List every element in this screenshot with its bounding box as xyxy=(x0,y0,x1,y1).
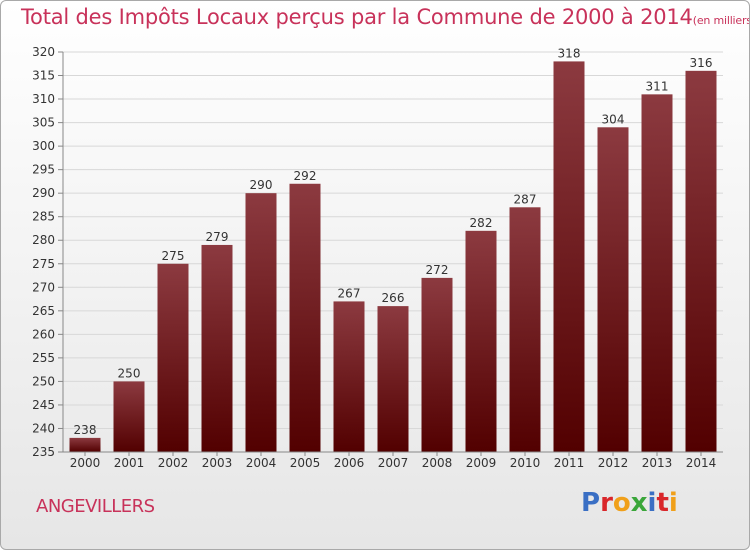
chart-unit: (en milliers d'€) xyxy=(692,14,750,27)
y-tick-label: 320 xyxy=(32,45,55,59)
data-label: 238 xyxy=(74,423,97,437)
logo-letter: o xyxy=(612,488,631,518)
bar xyxy=(289,183,321,452)
data-label: 275 xyxy=(162,249,185,263)
bar xyxy=(157,263,189,452)
y-tick-label: 295 xyxy=(32,163,55,177)
y-tick-label: 275 xyxy=(32,257,55,271)
y-tick-label: 290 xyxy=(32,186,55,200)
bar xyxy=(69,437,101,452)
x-tick-label: 2000 xyxy=(70,456,101,470)
data-label: 267 xyxy=(338,286,361,300)
logo-letter: x xyxy=(630,488,648,518)
data-label: 316 xyxy=(690,56,713,70)
x-tick-label: 2003 xyxy=(202,456,233,470)
y-tick-label: 245 xyxy=(32,398,55,412)
y-tick-label: 235 xyxy=(32,445,55,459)
x-tick-label: 2013 xyxy=(642,456,673,470)
bar xyxy=(553,61,585,452)
y-tick-label: 260 xyxy=(32,327,55,341)
y-tick-label: 270 xyxy=(32,280,55,294)
x-tick-label: 2007 xyxy=(378,456,409,470)
y-tick-label: 280 xyxy=(32,233,55,247)
y-tick-label: 285 xyxy=(32,210,55,224)
bar xyxy=(421,277,453,452)
bar xyxy=(509,207,541,452)
bar xyxy=(685,70,717,452)
bar xyxy=(245,193,277,453)
y-axis: 235 240 245 250 255 260 265 270 275 280 285 290 295 3… xyxy=(32,45,64,459)
data-label: 272 xyxy=(426,263,449,277)
proxiti-logo: Proxiti xyxy=(581,488,678,518)
logo-letter: P xyxy=(581,488,601,518)
data-label: 287 xyxy=(514,192,537,206)
y-tick-label: 305 xyxy=(32,116,55,130)
x-tick-label: 2005 xyxy=(290,456,321,470)
x-tick-label: 2008 xyxy=(422,456,453,470)
data-label: 318 xyxy=(558,46,581,60)
bar xyxy=(333,301,365,452)
y-tick-label: 265 xyxy=(32,304,55,318)
x-tick-label: 2001 xyxy=(114,456,145,470)
y-tick-label: 240 xyxy=(32,421,55,435)
x-tick-label: 2014 xyxy=(686,456,717,470)
chart-title: Total des Impôts Locaux perçus par la Co… xyxy=(21,5,750,29)
x-tick-label: 2002 xyxy=(158,456,189,470)
bar xyxy=(641,94,673,453)
data-label: 311 xyxy=(646,79,669,93)
logo-letter: t xyxy=(656,488,669,518)
x-axis: 2000 2001 2002 2003 2004 2005 2006 2007 2008 2009… xyxy=(63,451,723,470)
bar xyxy=(597,127,629,452)
chart-title-text: Total des Impôts Locaux perçus par la Co… xyxy=(21,5,693,29)
bar xyxy=(377,306,409,452)
x-tick-label: 2009 xyxy=(466,456,497,470)
logo-letter: i xyxy=(668,488,678,518)
data-label: 304 xyxy=(602,112,625,126)
bar xyxy=(113,381,145,452)
commune-name: ANGEVILLERS xyxy=(36,496,155,517)
data-label: 250 xyxy=(118,366,141,380)
bars xyxy=(69,61,717,453)
x-tick-label: 2004 xyxy=(246,456,277,470)
bar xyxy=(201,244,233,452)
y-tick-label: 315 xyxy=(32,69,55,83)
data-label: 266 xyxy=(382,291,405,305)
y-tick-label: 300 xyxy=(32,139,55,153)
logo-letter: r xyxy=(600,488,613,518)
x-tick-label: 2012 xyxy=(598,456,629,470)
x-tick-label: 2010 xyxy=(510,456,541,470)
x-tick-label: 2006 xyxy=(334,456,365,470)
y-tick-label: 255 xyxy=(32,351,55,365)
data-label: 290 xyxy=(250,178,273,192)
data-label: 292 xyxy=(294,169,317,183)
x-tick-label: 2011 xyxy=(554,456,585,470)
y-tick-label: 310 xyxy=(32,92,55,106)
logo-letter: i xyxy=(647,488,657,518)
data-labels: 238 250 275 279 290 292 267 266 272 282 287 318 304 3… xyxy=(74,46,713,436)
bar xyxy=(465,230,497,452)
data-label: 279 xyxy=(206,230,229,244)
data-label: 282 xyxy=(470,216,493,230)
y-tick-label: 250 xyxy=(32,374,55,388)
